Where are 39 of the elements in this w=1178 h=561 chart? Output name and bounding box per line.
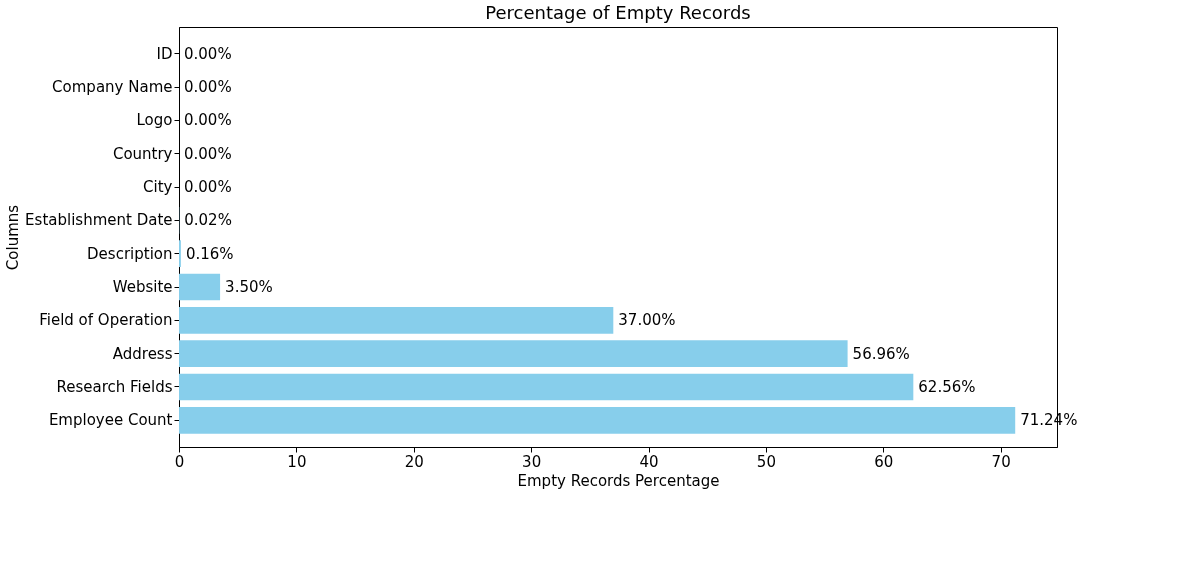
x-tick-label: 0	[174, 452, 185, 471]
data-label: 37.00%	[618, 311, 676, 330]
x-tick-label: 40	[639, 452, 659, 471]
y-tick-label: Website	[112, 278, 173, 296]
x-tick-label: 10	[287, 452, 307, 471]
data-label: 0.00%	[184, 111, 232, 130]
y-tick-label: Country	[112, 144, 173, 163]
bar	[179, 340, 848, 367]
x-tick-label: 50	[756, 452, 776, 471]
y-tick-label: Address	[112, 344, 173, 363]
x-axis-title: Empty Records Percentage	[517, 471, 720, 490]
y-tick-label: Logo	[136, 111, 173, 130]
data-label: 56.96%	[852, 344, 910, 363]
y-tick-label: Employee Count	[48, 411, 173, 430]
y-tick-label: Research Fields	[56, 378, 173, 396]
data-label: 0.00%	[184, 144, 232, 163]
chart-title: Percentage of Empty Records	[485, 2, 751, 23]
y-tick-label: City	[143, 178, 173, 196]
bar	[179, 373, 914, 401]
data-label: 3.50%	[225, 278, 273, 296]
y-tick-label: Company Name	[52, 78, 173, 96]
bar	[179, 307, 614, 334]
x-tick-label: 60	[874, 452, 894, 471]
y-tick-label: Establishment Date	[25, 211, 173, 230]
x-tick-label: 30	[522, 452, 542, 471]
data-label: 0.00%	[184, 178, 232, 196]
y-tick-label: Description	[87, 244, 173, 263]
data-label: 0.00%	[184, 44, 232, 63]
data-label: 0.02%	[184, 211, 232, 230]
x-tick-label: 20	[404, 452, 424, 471]
data-label: 0.00%	[184, 78, 232, 96]
y-tick-label: Field of Operation	[39, 311, 173, 330]
data-label: 0.16%	[185, 244, 234, 263]
bar	[179, 273, 221, 301]
data-label: 62.56%	[918, 378, 976, 396]
bar	[179, 407, 1016, 434]
y-tick-label: ID	[156, 44, 173, 63]
y-axis-title: Columns	[4, 204, 23, 271]
x-tick-label: 70	[991, 452, 1011, 471]
